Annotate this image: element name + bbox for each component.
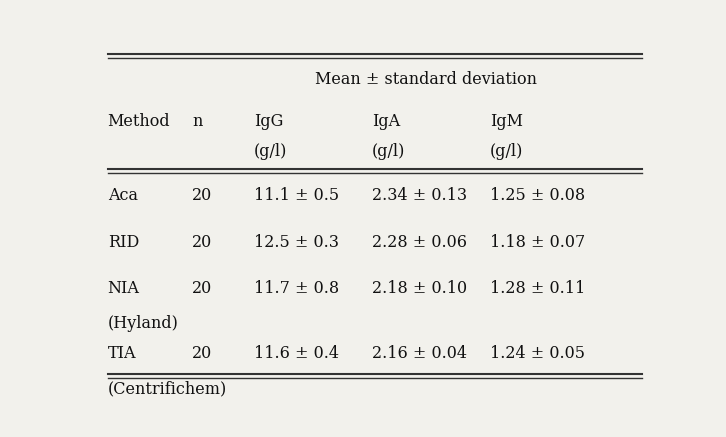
Text: 2.16 ± 0.04: 2.16 ± 0.04 — [372, 345, 467, 362]
Text: 11.6 ± 0.4: 11.6 ± 0.4 — [254, 345, 339, 362]
Text: (Hyland): (Hyland) — [107, 315, 179, 332]
Text: 12.5 ± 0.3: 12.5 ± 0.3 — [254, 234, 339, 251]
Text: (g/l): (g/l) — [372, 143, 405, 160]
Text: n: n — [192, 113, 203, 130]
Text: (g/l): (g/l) — [254, 143, 287, 160]
Text: IgA: IgA — [372, 113, 400, 130]
Text: 20: 20 — [192, 234, 212, 251]
Text: 2.34 ± 0.13: 2.34 ± 0.13 — [372, 187, 468, 204]
Text: 1.28 ± 0.11: 1.28 ± 0.11 — [490, 280, 585, 297]
Text: 11.1 ± 0.5: 11.1 ± 0.5 — [254, 187, 339, 204]
Text: 20: 20 — [192, 187, 212, 204]
Text: 2.28 ± 0.06: 2.28 ± 0.06 — [372, 234, 467, 251]
Text: IgM: IgM — [490, 113, 523, 130]
Text: Aca: Aca — [107, 187, 138, 204]
Text: 11.7 ± 0.8: 11.7 ± 0.8 — [254, 280, 339, 297]
Text: RID: RID — [107, 234, 139, 251]
Text: 1.25 ± 0.08: 1.25 ± 0.08 — [490, 187, 585, 204]
Text: 1.18 ± 0.07: 1.18 ± 0.07 — [490, 234, 585, 251]
Text: Method: Method — [107, 113, 171, 130]
Text: TIA: TIA — [107, 345, 136, 362]
Text: (g/l): (g/l) — [490, 143, 523, 160]
Text: 20: 20 — [192, 280, 212, 297]
Text: Mean ± standard deviation: Mean ± standard deviation — [314, 71, 537, 88]
Text: (Centrifichem): (Centrifichem) — [107, 381, 227, 398]
Text: 20: 20 — [192, 345, 212, 362]
Text: NIA: NIA — [107, 280, 139, 297]
Text: IgG: IgG — [254, 113, 283, 130]
Text: 2.18 ± 0.10: 2.18 ± 0.10 — [372, 280, 468, 297]
Text: 1.24 ± 0.05: 1.24 ± 0.05 — [490, 345, 585, 362]
